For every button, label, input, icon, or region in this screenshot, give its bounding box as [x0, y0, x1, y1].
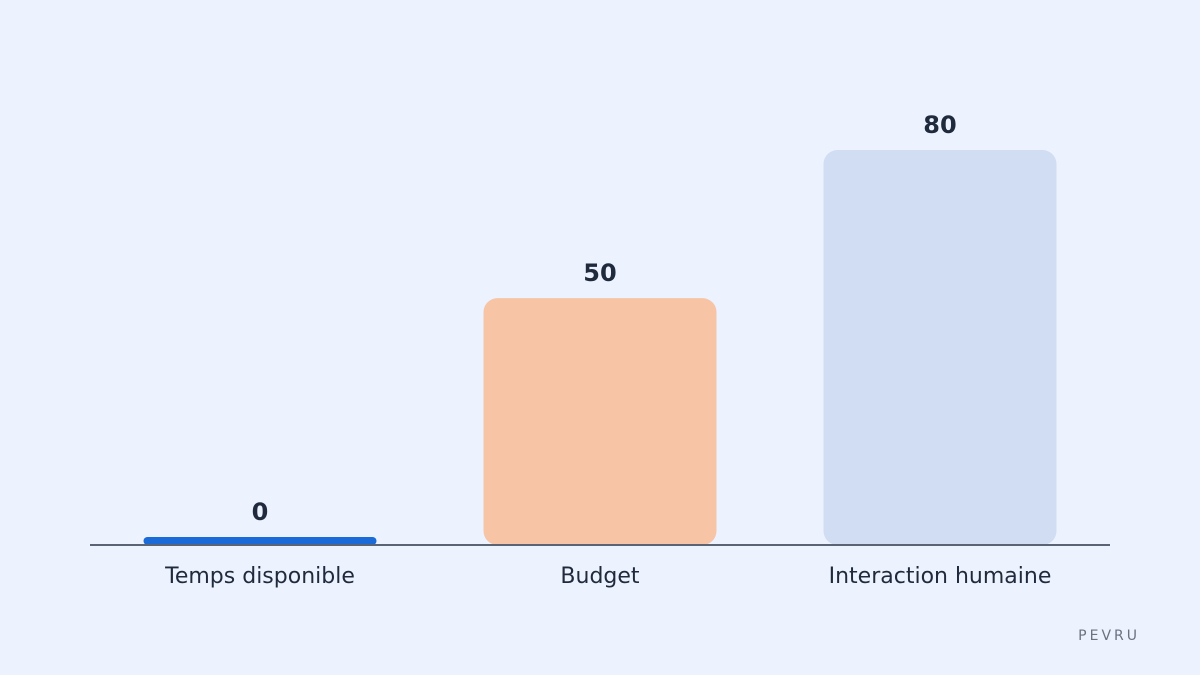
x-tick-label: Temps disponible: [164, 564, 355, 589]
bar: [823, 150, 1057, 545]
bar: [143, 537, 377, 545]
watermark: PEVRU: [1078, 628, 1140, 644]
value-label: 80: [923, 111, 956, 139]
x-tick-label: Budget: [560, 564, 640, 589]
value-label: 50: [583, 259, 616, 287]
x-tick-label: Interaction humaine: [829, 564, 1052, 589]
value-label: 0: [252, 498, 269, 526]
bar: [483, 298, 717, 545]
